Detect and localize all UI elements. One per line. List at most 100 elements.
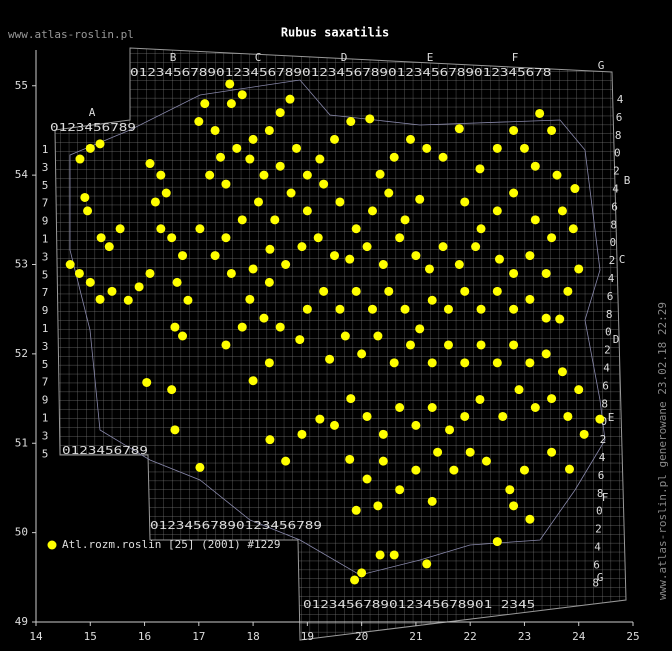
grid-col: 4 <box>612 183 619 196</box>
record-dot <box>237 90 247 100</box>
record-dot <box>595 414 605 424</box>
record-dot <box>541 268 551 278</box>
record-dot <box>297 242 307 252</box>
record-dot <box>492 358 502 368</box>
record-dot <box>509 340 519 350</box>
grid-col: 2 <box>613 165 620 178</box>
grid-letter: G <box>597 571 604 584</box>
record-dot <box>411 465 421 475</box>
record-dot <box>313 233 323 243</box>
grid-col: 9 <box>42 394 49 407</box>
record-dot <box>547 394 557 404</box>
record-dot <box>460 197 470 207</box>
record-dot <box>378 260 388 269</box>
record-dot <box>210 251 220 261</box>
record-dot <box>351 505 361 515</box>
record-dot <box>156 224 166 234</box>
record-dot <box>346 117 356 126</box>
record-dot <box>221 340 231 350</box>
record-dot <box>552 170 562 180</box>
record-dot <box>178 251 188 261</box>
record-dot <box>248 376 258 386</box>
record-dot <box>514 385 524 395</box>
grid-col: 9 <box>42 304 49 317</box>
y-tick-label: 53 <box>15 258 28 271</box>
x-tick-label: 23 <box>518 630 531 643</box>
record-dot <box>547 125 557 135</box>
grid-col: 1 <box>42 143 49 156</box>
grid-row: 0123456789 <box>62 444 148 457</box>
record-dot <box>509 125 519 135</box>
record-dot <box>574 385 584 395</box>
record-dot <box>172 277 182 287</box>
record-dot <box>541 349 551 359</box>
x-tick-label: 20 <box>355 630 368 643</box>
record-dot <box>427 295 437 305</box>
record-dot <box>248 264 258 274</box>
y-tick-label: 51 <box>15 436 28 449</box>
record-dot <box>481 456 491 466</box>
record-dot <box>335 304 345 314</box>
grid-row: 0123456789012345678901 2345 <box>303 598 535 611</box>
chart-title: Rubus saxatilis <box>281 26 389 40</box>
record-dot <box>161 188 171 198</box>
grid-row: 0123456789 <box>50 121 136 134</box>
record-dot <box>264 277 274 287</box>
record-dot <box>530 215 540 225</box>
record-dot <box>568 224 578 234</box>
record-dot <box>367 304 377 314</box>
grid-col: 6 <box>602 379 609 392</box>
grid-letter: B <box>170 51 177 64</box>
record-dot <box>476 340 486 350</box>
record-dot <box>365 114 375 124</box>
grid-col: 0 <box>600 415 607 428</box>
record-dot <box>509 304 519 314</box>
grid-col: 6 <box>593 558 600 571</box>
grid-letter: F <box>512 51 519 64</box>
grid-col: 4 <box>603 362 610 375</box>
record-dot <box>145 268 155 278</box>
record-dot <box>519 143 529 153</box>
record-dot <box>509 501 519 511</box>
grid-col: 8 <box>606 308 613 321</box>
record-dot <box>445 425 455 435</box>
y-tick-label: 50 <box>15 526 28 539</box>
record-dot <box>254 197 264 207</box>
record-dot <box>205 170 215 180</box>
record-dot <box>264 125 274 135</box>
record-dot <box>422 143 432 153</box>
grid-letter: C <box>619 253 626 266</box>
grid-area <box>54 47 627 641</box>
record-dot <box>221 233 231 243</box>
record-dot <box>80 192 90 202</box>
record-dot <box>547 447 557 457</box>
record-dot <box>530 403 540 412</box>
record-dot <box>295 335 305 345</box>
record-dot <box>150 197 160 207</box>
record-dot <box>395 485 405 495</box>
grid-col: 6 <box>598 469 605 482</box>
record-dot <box>519 465 529 475</box>
record-dot <box>195 462 205 472</box>
record-dot <box>557 367 567 377</box>
record-dot <box>95 139 105 149</box>
record-dot <box>427 403 437 412</box>
record-dot <box>134 282 144 292</box>
side-note: www.atlas-roslin.pl generowane 23.02.18 … <box>656 302 669 600</box>
record-dot <box>460 286 470 296</box>
record-dot <box>509 268 519 278</box>
grid-col: 3 <box>42 250 49 263</box>
grid-letter: D <box>613 333 620 346</box>
record-dot <box>216 152 226 162</box>
grid-col: 4 <box>594 541 601 554</box>
record-dot <box>476 304 486 314</box>
grid-letter: G <box>598 59 605 72</box>
record-dot <box>449 465 459 475</box>
record-dot <box>346 394 356 404</box>
record-dot <box>210 125 220 135</box>
grid-letter: F <box>602 491 609 504</box>
grid-col: 3 <box>42 429 49 442</box>
record-dot <box>367 206 377 216</box>
record-dot <box>170 322 180 332</box>
grid-col: 7 <box>42 197 49 210</box>
